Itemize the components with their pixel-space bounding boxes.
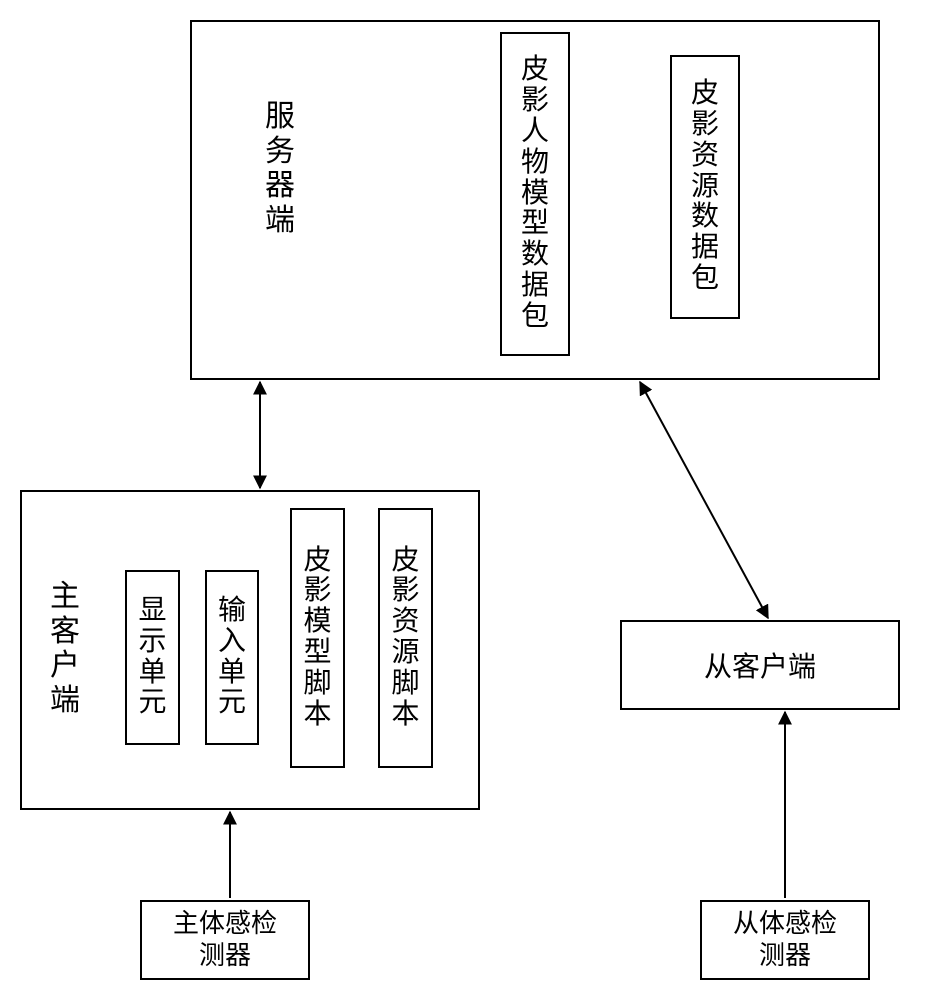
connectors-svg bbox=[0, 0, 927, 1000]
edge-server-slave bbox=[640, 382, 768, 618]
